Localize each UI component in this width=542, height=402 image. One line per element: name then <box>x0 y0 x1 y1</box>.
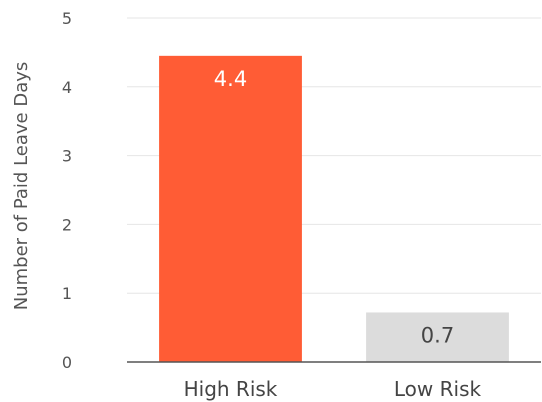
data-label: 4.4 <box>214 67 247 91</box>
axes: 0 1 2 3 4 5 High Risk Low Risk <box>62 9 541 401</box>
y-tick-label: 0 <box>62 353 72 372</box>
y-tick-label: 5 <box>62 9 72 28</box>
bars: 4.4 0.7 <box>159 55 509 363</box>
x-tick-label: High Risk <box>184 377 278 401</box>
bar-low-risk <box>366 312 509 362</box>
y-tick-label: 3 <box>62 147 72 166</box>
data-label: 0.7 <box>421 323 454 347</box>
y-tick-label: 2 <box>62 215 72 234</box>
y-tick-label: 4 <box>62 78 72 97</box>
bar-high-risk <box>159 55 302 363</box>
y-axis-title: Number of Paid Leave Days <box>11 62 32 311</box>
y-tick-label: 1 <box>62 284 72 303</box>
x-tick-label: Low Risk <box>394 377 482 401</box>
